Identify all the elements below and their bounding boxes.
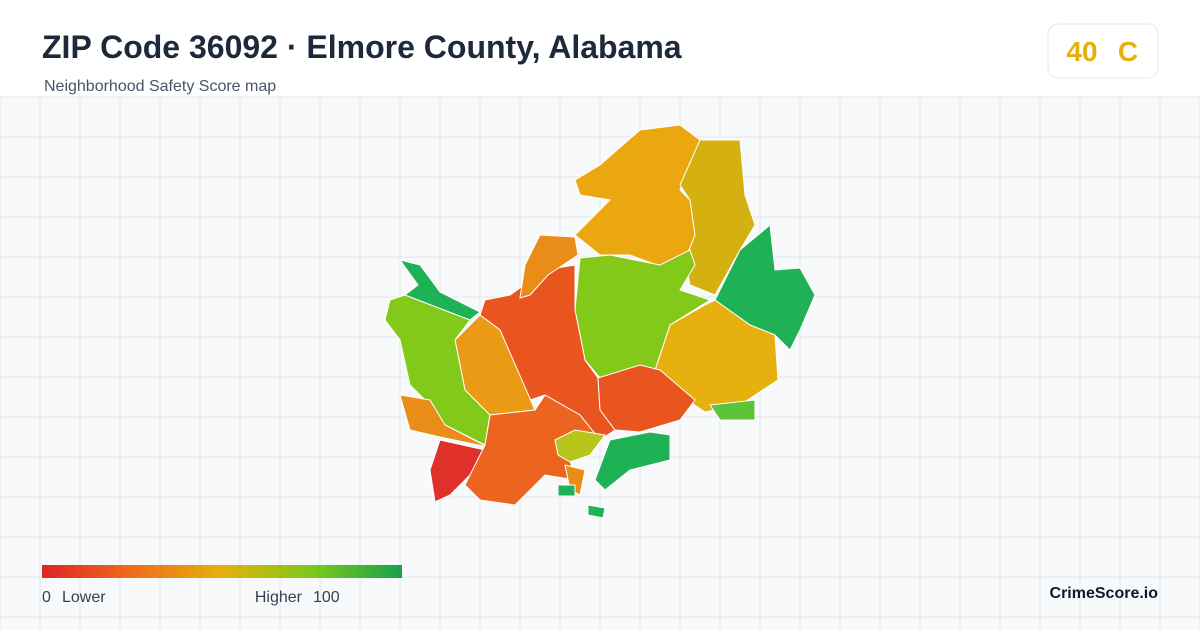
subtitle: Neighborhood Safety Score map [44,78,276,95]
legend-bar [42,565,402,578]
grid [0,96,1200,630]
region [654,299,779,413]
region [594,431,671,491]
legend-max: 100 [313,589,340,606]
region [398,259,481,321]
region [557,484,576,497]
title: ZIP Code 36092 · Elmore County, Alabama [42,29,682,65]
legend-min-label: Lower [62,589,106,606]
brand: CrimeScore.io [1050,585,1159,602]
region [519,234,579,299]
score-box [1047,23,1159,79]
legend-max-label: Higher [255,589,303,606]
region [574,124,701,269]
region [587,504,606,519]
header-bg [0,0,1200,97]
legend-min: 0 [42,589,51,606]
score-value: 40 [1066,36,1097,67]
region [597,364,696,433]
score-grade: C [1118,36,1138,67]
region [554,429,606,463]
region [679,139,756,296]
map [384,124,816,519]
region [714,224,816,351]
region [709,399,756,421]
